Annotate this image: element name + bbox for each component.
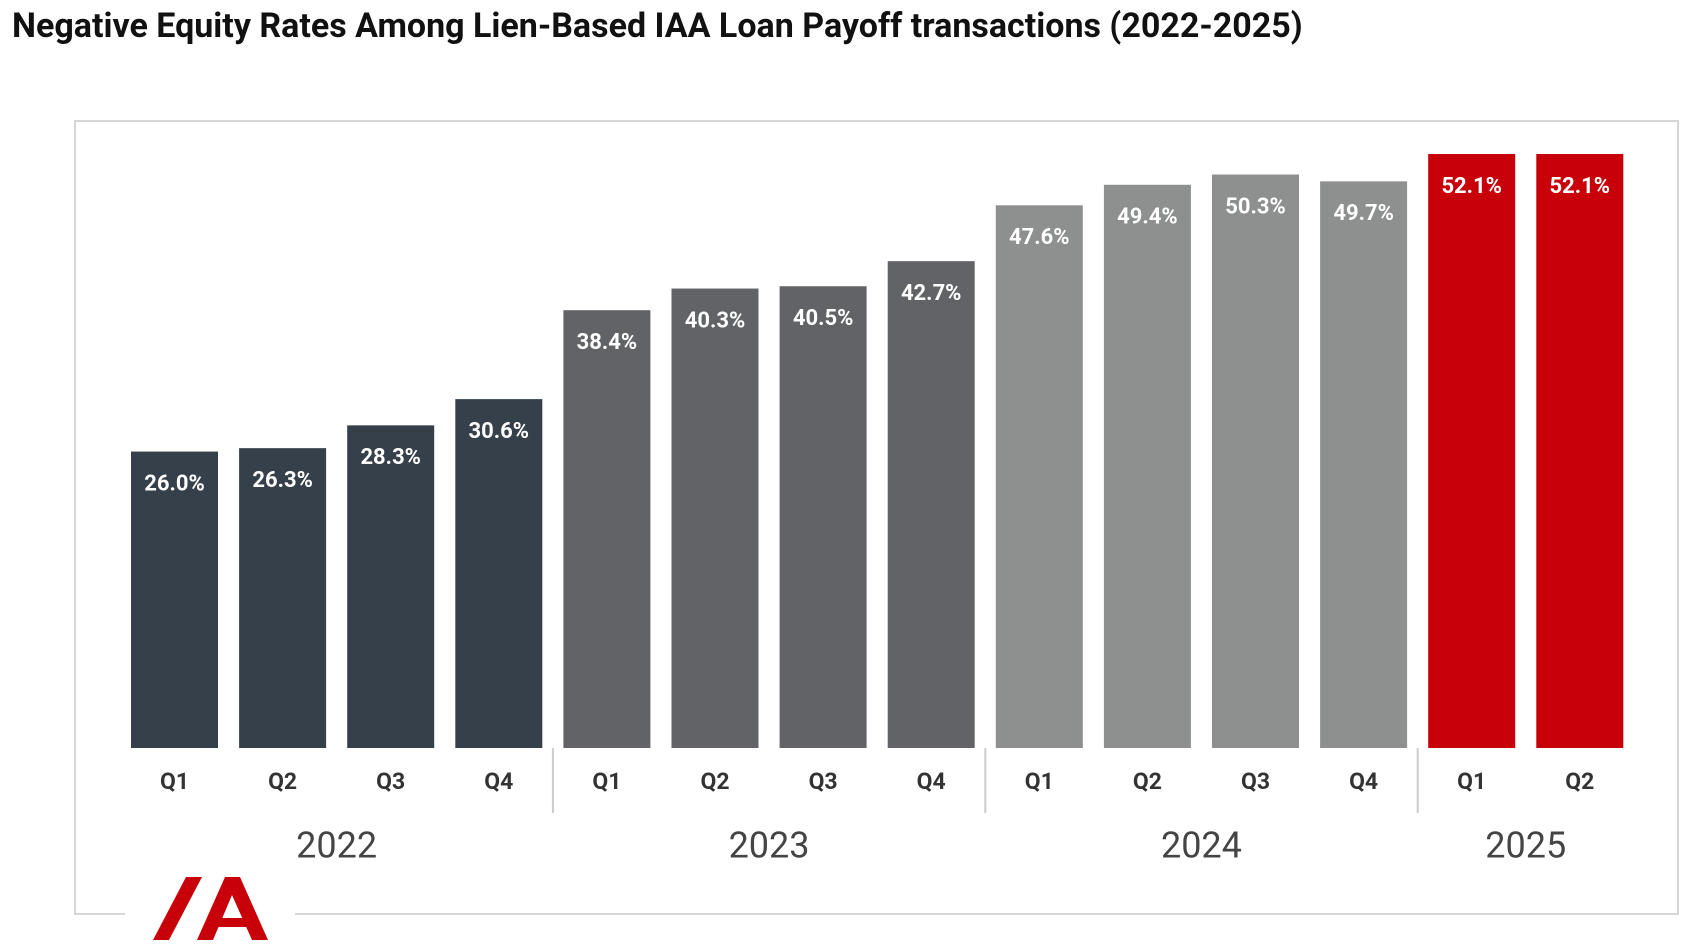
value-label: 40.3% (685, 308, 746, 333)
value-label: 49.4% (1117, 205, 1178, 230)
value-label: 42.7% (901, 281, 962, 306)
bar (995, 205, 1083, 748)
value-label: 26.3% (252, 468, 313, 493)
x-tick-label: Q1 (592, 768, 621, 795)
x-tick-label: Q2 (1133, 768, 1162, 795)
group-label: 2023 (729, 825, 810, 867)
x-tick-label: Q3 (809, 768, 838, 795)
value-label: 28.3% (360, 445, 421, 470)
value-label: 47.6% (1009, 225, 1070, 250)
x-tick-label: Q4 (484, 768, 513, 795)
chart-title: Negative Equity Rates Among Lien-Based I… (12, 6, 1303, 46)
value-label: 26.0% (144, 471, 205, 496)
group-label: 2024 (1161, 825, 1242, 867)
value-label: 40.5% (793, 306, 854, 331)
logo (125, 877, 295, 940)
x-tick-label: Q1 (160, 768, 189, 795)
x-tick-label: Q4 (917, 768, 946, 795)
bar (131, 451, 218, 748)
bar (455, 399, 543, 748)
x-tick-label: Q1 (1025, 768, 1054, 795)
bar (671, 288, 759, 748)
x-tick-label: Q2 (268, 768, 297, 795)
logo-bar (210, 918, 252, 927)
x-tick-label: Q2 (700, 768, 729, 795)
bar (1212, 174, 1299, 748)
logo-stroke (153, 877, 202, 940)
x-tick-label: Q2 (1565, 768, 1594, 795)
group-label: 2022 (296, 825, 377, 867)
bar (1536, 154, 1624, 748)
value-label: 52.1% (1441, 174, 1502, 199)
x-tick-label: Q4 (1349, 768, 1378, 795)
bar (1428, 154, 1516, 748)
bar (1320, 181, 1408, 748)
value-label: 30.6% (469, 419, 530, 444)
value-label: 50.3% (1225, 194, 1286, 219)
value-label: 49.7% (1333, 201, 1394, 226)
x-tick-label: Q3 (1241, 768, 1270, 795)
x-tick-label: Q3 (376, 768, 405, 795)
value-label: 52.1% (1550, 174, 1611, 199)
bar (239, 448, 327, 748)
bar (887, 261, 975, 748)
value-label: 38.4% (577, 330, 638, 355)
bar (563, 310, 651, 748)
x-tick-label: Q1 (1457, 768, 1486, 795)
group-label: 2025 (1485, 825, 1566, 867)
bar (347, 425, 435, 748)
bar (779, 286, 867, 748)
chart-frame (74, 120, 1679, 915)
bar (1103, 184, 1191, 749)
